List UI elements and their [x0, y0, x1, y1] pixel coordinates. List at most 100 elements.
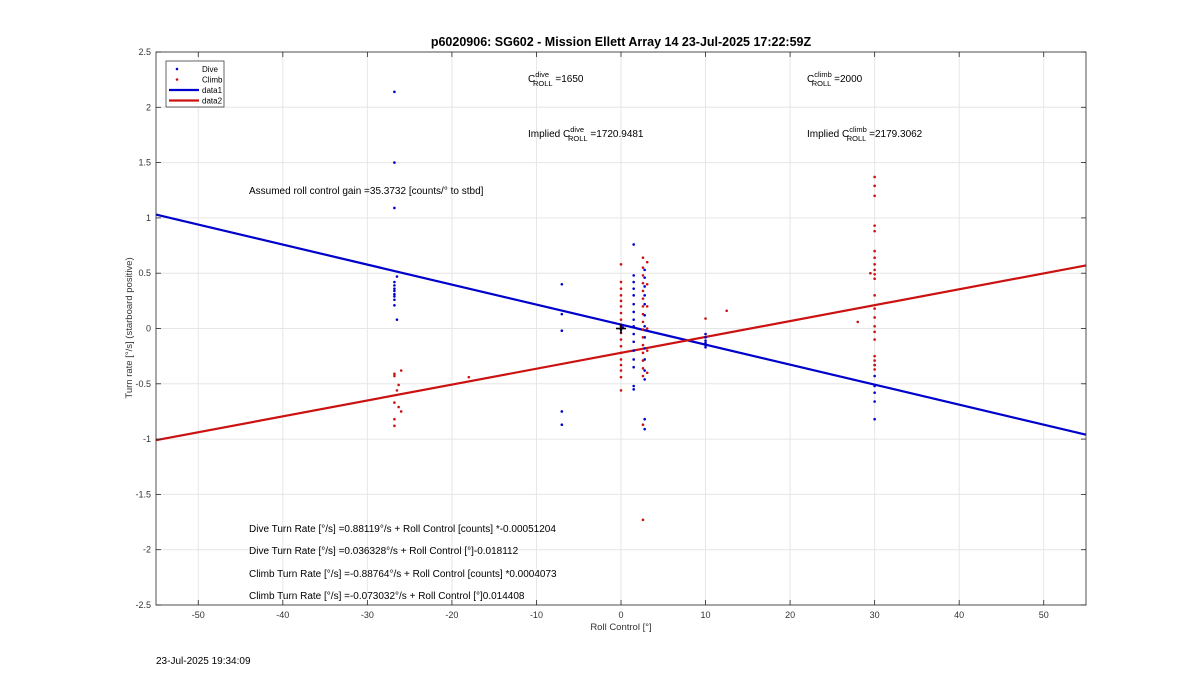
x-tick-label: -50	[192, 610, 205, 620]
dive-point	[632, 358, 635, 361]
y-tick-label: 1	[146, 213, 151, 223]
dive-point	[393, 295, 396, 298]
climb-point	[641, 518, 645, 522]
tick-labels: -50 -40 -30 -20 -10 0 10 20 30 40 50-2.5-2-1.5-1-0…	[135, 47, 1048, 620]
dive-point	[873, 374, 876, 378]
climb-point	[393, 374, 396, 378]
dive-point	[395, 275, 399, 278]
climb-point	[645, 260, 649, 264]
climb-point	[873, 294, 876, 297]
dive-point	[632, 318, 635, 321]
x-tick-label: 0	[618, 610, 623, 620]
climb-point	[619, 280, 623, 284]
dive-point	[632, 287, 635, 290]
climb-point	[619, 305, 623, 308]
c-roll-dive-annotation: Cdive ROLL =1650	[528, 70, 584, 88]
climb-point	[856, 320, 860, 324]
y-tick-label: -1	[143, 434, 151, 444]
dive-point	[643, 378, 646, 381]
climb-point	[641, 312, 645, 316]
climb-point	[873, 249, 876, 253]
x-tick-label: 10	[701, 610, 711, 620]
dive-point	[395, 318, 399, 321]
climb-point	[873, 256, 876, 260]
legend-marker-climb	[175, 78, 179, 81]
climb-point	[619, 299, 623, 303]
climb-point	[395, 389, 399, 392]
climb-point	[399, 410, 403, 413]
climb-point	[641, 320, 645, 324]
climb-point	[873, 330, 876, 334]
plot-frame	[155, 51, 1087, 606]
dive-point	[632, 324, 635, 328]
climb-point	[641, 328, 645, 331]
y-tick-label: -2	[143, 545, 151, 555]
climb-point	[645, 282, 649, 286]
climb-point	[641, 289, 645, 293]
dive-point	[632, 388, 635, 391]
climb-point	[619, 311, 623, 315]
climb-point	[619, 375, 623, 379]
climb-point	[873, 324, 876, 328]
climb-point	[393, 417, 396, 421]
dive-point	[704, 339, 707, 342]
dive-point	[873, 400, 876, 403]
climb-point	[873, 273, 876, 276]
climb-point	[641, 423, 645, 427]
y-axis-label: Turn rate [°/s] (starboard positive)	[124, 257, 135, 398]
dive-point	[643, 369, 646, 372]
x-tick-label: -10	[530, 610, 543, 620]
climb-point	[873, 268, 876, 272]
climb-point	[397, 405, 400, 409]
dive-point	[632, 274, 635, 277]
dive-point	[560, 282, 564, 286]
fit-annotation-dive-counts: Dive Turn Rate [°/s] =0.88119°/s + Roll …	[249, 524, 556, 535]
chart-title: p6020906: SG602 - Mission Ellett Array 1…	[431, 35, 812, 49]
climb-point	[873, 307, 876, 310]
climb-point	[641, 359, 645, 362]
dive-point	[632, 243, 635, 246]
dive-point	[632, 332, 635, 336]
dive-point	[393, 90, 396, 94]
climb-point	[645, 349, 649, 352]
dive-point	[393, 303, 396, 307]
climb-point	[641, 343, 645, 347]
dive-point	[393, 289, 396, 293]
implied-dive-annotation: Implied Cdive ROLL =1720.9481	[528, 125, 644, 143]
dive-point	[393, 284, 396, 287]
dive-point	[643, 294, 646, 297]
dive-point	[560, 329, 564, 333]
climb-point	[725, 309, 728, 313]
dive-point	[632, 302, 635, 306]
y-tick-label: -0.5	[135, 379, 151, 389]
dive-point	[632, 310, 635, 314]
climb-point	[393, 424, 396, 428]
y-tick-label: 2	[146, 102, 151, 112]
climb-point	[645, 305, 649, 308]
climb-point	[641, 256, 645, 260]
climb-point	[704, 317, 707, 320]
x-tick-label: 50	[1039, 610, 1049, 620]
dive-point	[704, 341, 707, 345]
fit-annotation-dive-degrees: Dive Turn Rate [°/s] =0.036328°/s + Roll…	[249, 546, 519, 557]
climb-point	[873, 184, 876, 188]
climb-point	[619, 358, 623, 361]
climb-point	[397, 383, 400, 387]
dive-point	[704, 332, 707, 336]
dive-point	[393, 206, 396, 210]
climb-point	[619, 294, 623, 297]
climb-point	[641, 266, 645, 269]
climb-point	[641, 274, 645, 277]
dive-point	[560, 423, 564, 427]
climb-point	[641, 336, 645, 339]
climb-point	[619, 318, 623, 321]
climb-point	[873, 263, 876, 266]
dive-point	[560, 410, 564, 413]
x-tick-label: 40	[954, 610, 964, 620]
climb-point	[393, 372, 396, 376]
climb-point	[873, 224, 876, 227]
dive-point	[393, 161, 396, 164]
dive-point	[393, 280, 396, 284]
dive-point	[643, 324, 646, 328]
